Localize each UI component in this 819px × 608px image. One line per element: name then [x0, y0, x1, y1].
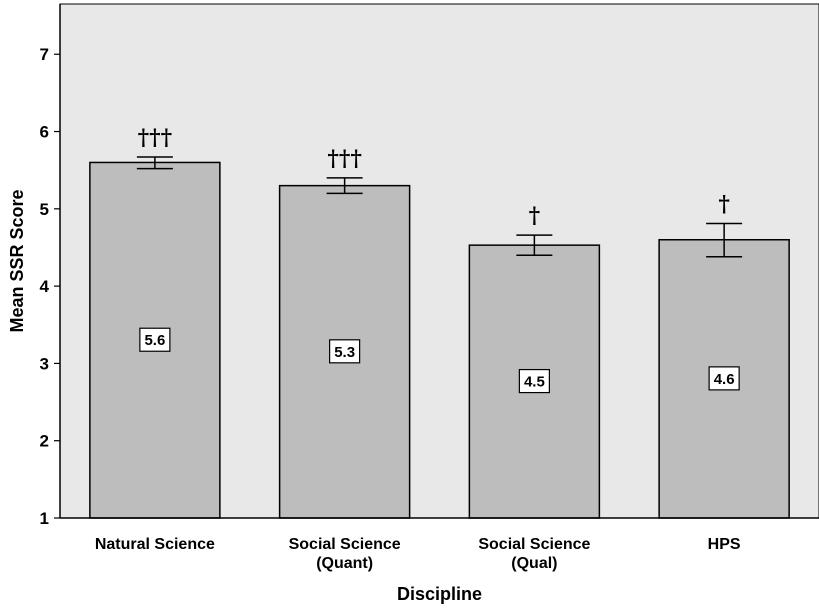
y-tick-label: 5: [40, 200, 49, 219]
data-label-box: [329, 339, 361, 364]
data-label: 4.6: [708, 366, 740, 391]
data-label-text: 4.5: [524, 374, 545, 391]
significance-marker: †: [529, 203, 541, 229]
category-label: Natural Science: [95, 536, 215, 553]
x-axis-categories: Natural Science Social Science (Quant)Soci…: [95, 536, 741, 572]
significance-marker: †: [718, 192, 730, 218]
y-tick-label: 2: [40, 432, 49, 451]
error-bar: [706, 222, 743, 258]
significance-marker: †††: [138, 125, 173, 151]
category-label-line: Social Science: [289, 536, 401, 553]
category-label: Social Science (Qual): [478, 536, 590, 572]
data-labels: 5.6 5.3 4.5 4.6: [139, 327, 740, 394]
error-bar: [516, 234, 553, 256]
y-tick-label: 6: [40, 123, 49, 142]
data-label-box: [708, 366, 740, 391]
category-label: HPS: [708, 536, 741, 553]
category-label-line: Social Science: [478, 536, 590, 553]
error-bar: [136, 156, 173, 170]
error-bars: [136, 156, 743, 258]
data-label-text: 4.6: [714, 371, 735, 388]
data-label: 5.3: [329, 339, 361, 364]
y-tick-label: 1: [40, 509, 49, 528]
category-label-line: HPS: [708, 536, 741, 553]
significance-marker: †††: [327, 146, 362, 172]
y-axis-ticks: 1 2 3 4 5 6 7: [40, 45, 60, 528]
data-label-box: [139, 327, 171, 352]
x-axis-title: Discipline: [397, 584, 482, 604]
category-label-line: (Quant): [316, 555, 373, 572]
data-label-text: 5.3: [334, 344, 355, 361]
data-label-box: [518, 368, 550, 394]
data-label: 5.6: [139, 327, 171, 352]
category-label-line: Natural Science: [95, 536, 215, 553]
y-tick-label: 7: [40, 45, 49, 64]
error-bar: [326, 177, 363, 195]
category-label-line: (Qual): [511, 555, 557, 572]
y-tick-label: 4: [40, 277, 50, 296]
y-tick-label: 3: [40, 354, 49, 373]
data-label-text: 5.6: [144, 332, 165, 349]
data-label: 4.5: [518, 368, 550, 394]
category-label: Social Science (Quant): [289, 536, 401, 572]
significance-markers: ††††††† †: [138, 125, 730, 229]
y-axis-title: Mean SSR Score: [7, 189, 27, 332]
